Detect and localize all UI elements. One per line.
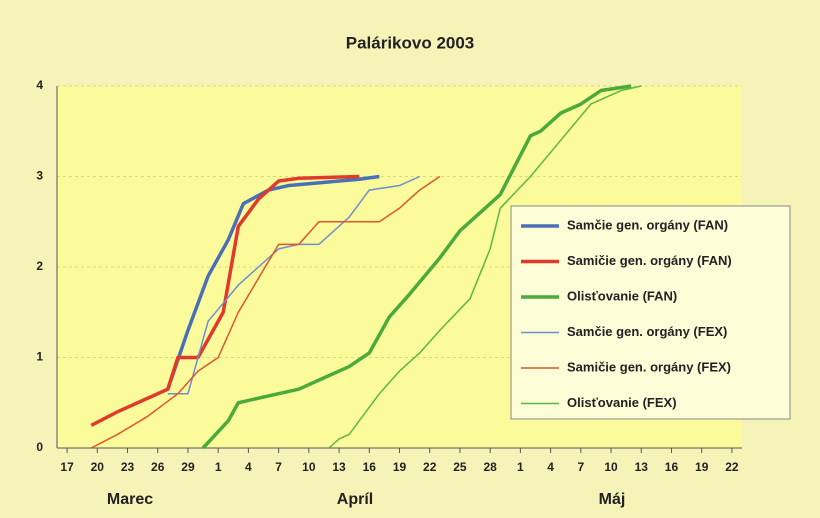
series-line <box>90 175 441 449</box>
y-tick-label: 2 <box>36 259 43 273</box>
legend-box <box>510 205 791 420</box>
x-tick-label: 22 <box>423 460 437 474</box>
x-tick-label: 7 <box>577 460 584 474</box>
x-tick-label: 17 <box>60 460 74 474</box>
legend-label: Samčie gen. orgány (FEX) <box>567 324 727 339</box>
chart-title: Palárikovo 2003 <box>346 33 475 52</box>
series-line <box>90 174 360 427</box>
x-tick-label: 13 <box>635 460 649 474</box>
series-line <box>328 85 642 449</box>
x-tick-label: 22 <box>725 460 739 474</box>
x-tick-label: 16 <box>363 460 377 474</box>
legend-label: Samčie gen. orgány (FAN) <box>567 217 728 232</box>
month-label: Máj <box>599 491 626 508</box>
legend-label: Samičie gen. orgány (FAN) <box>567 253 732 268</box>
y-tick-label: 4 <box>36 78 43 92</box>
legend-label: Olisťovanie (FAN) <box>567 288 677 303</box>
y-tick-label: 3 <box>36 169 43 183</box>
month-label: Marec <box>107 491 153 508</box>
x-tick-label: 4 <box>547 460 554 474</box>
x-tick-label: 29 <box>181 460 195 474</box>
x-tick-label: 7 <box>275 460 282 474</box>
x-tick-label: 10 <box>302 460 316 474</box>
legend-label: Olisťovanie (FEX) <box>567 395 677 410</box>
x-tick-label: 4 <box>245 460 252 474</box>
x-tick-label: 13 <box>332 460 346 474</box>
x-tick-label: 26 <box>151 460 165 474</box>
x-tick-label: 19 <box>695 460 709 474</box>
legend-label: Samičie gen. orgány (FEX) <box>567 359 731 374</box>
month-label: Apríl <box>337 491 373 508</box>
y-tick-label: 0 <box>36 440 43 454</box>
x-tick-label: 1 <box>517 460 524 474</box>
x-tick-label: 20 <box>91 460 105 474</box>
x-tick-label: 10 <box>604 460 618 474</box>
x-tick-label: 23 <box>121 460 135 474</box>
series-line <box>167 175 420 395</box>
series-line <box>201 84 632 450</box>
y-tick-label: 1 <box>36 350 43 364</box>
x-tick-label: 16 <box>665 460 679 474</box>
x-tick-label: 1 <box>215 460 222 474</box>
x-tick-label: 19 <box>393 460 407 474</box>
x-tick-label: 28 <box>483 460 497 474</box>
x-tick-label: 25 <box>453 460 467 474</box>
